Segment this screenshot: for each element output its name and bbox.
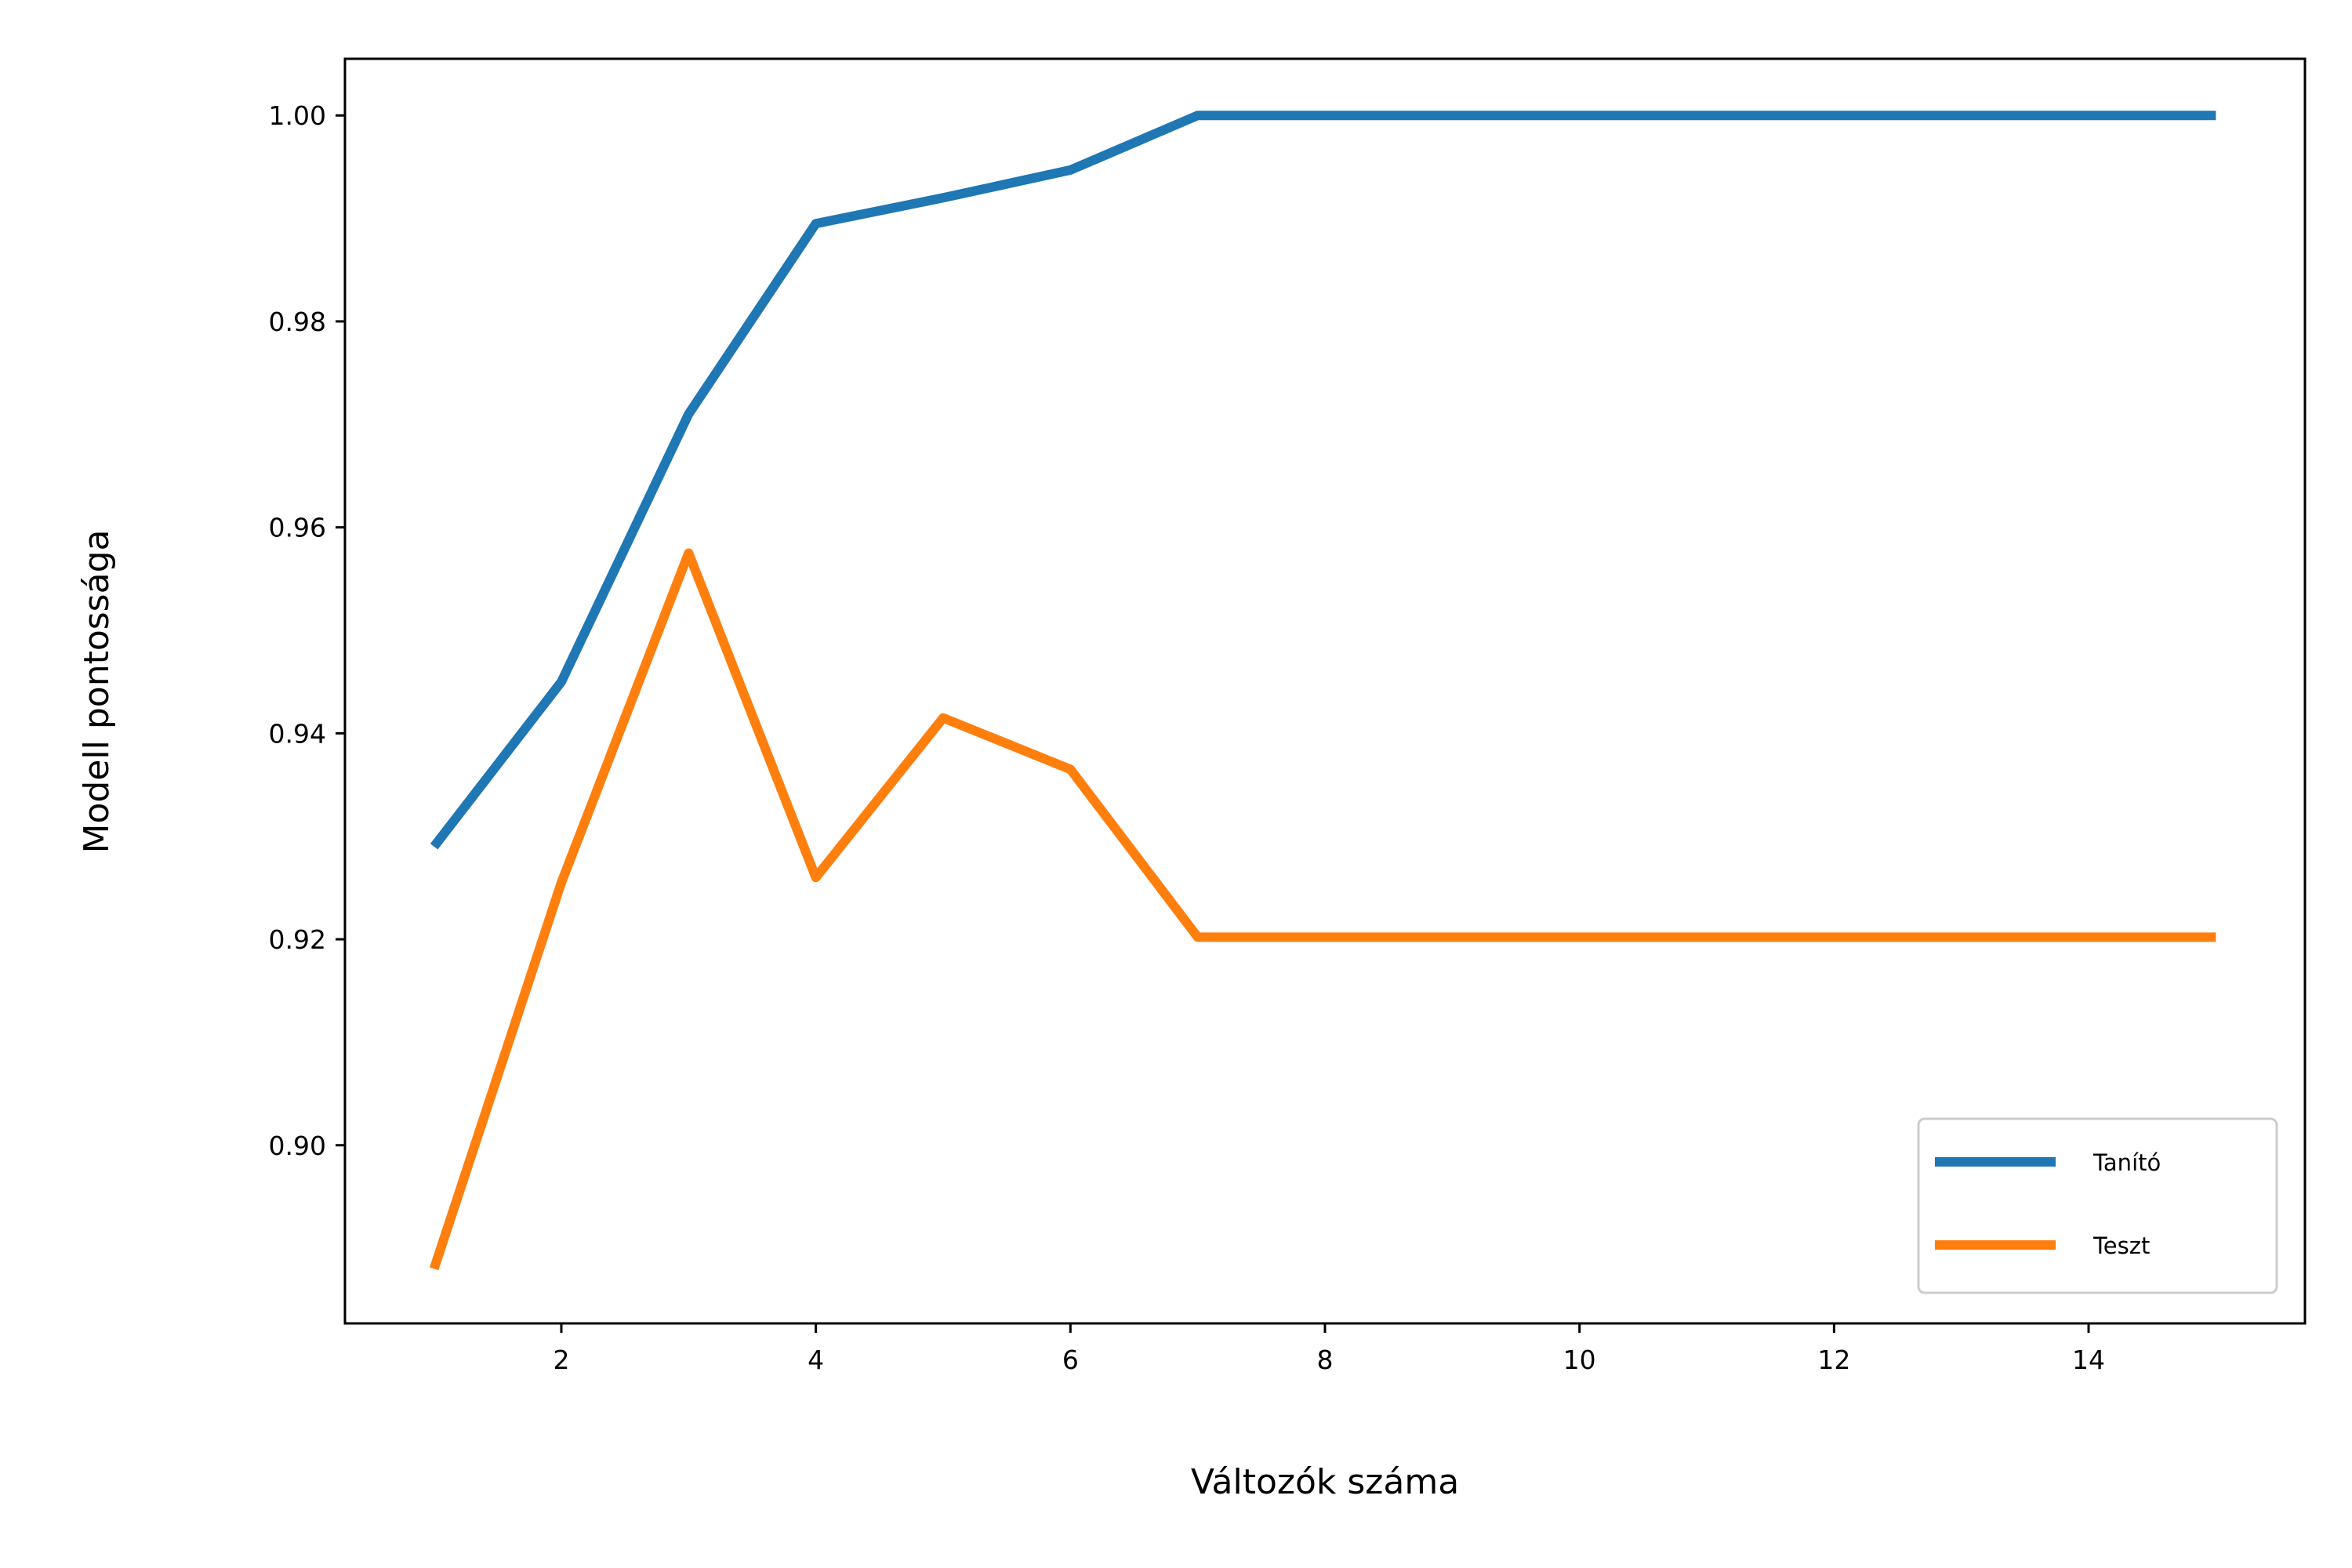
y-tick-label: 0.90: [269, 1131, 326, 1161]
x-tick-label: 12: [1817, 1345, 1850, 1375]
y-axis-ticks: 0.90 0.92 0.94 0.96 0.98 1.00: [269, 100, 345, 1161]
series-layer: [429, 111, 2216, 1271]
legend-box: [1917, 1117, 2278, 1294]
x-axis-title: Változók száma: [1191, 1462, 1459, 1502]
x-tick-label: 10: [1563, 1345, 1596, 1375]
y-tick-label: 1.00: [269, 100, 326, 131]
y-tick-label: 0.96: [269, 513, 326, 543]
x-tick-label: 6: [1062, 1345, 1079, 1375]
x-tick-label: 8: [1317, 1345, 1334, 1375]
y-tick-label: 0.92: [269, 924, 326, 955]
x-tick-label: 14: [2072, 1345, 2105, 1375]
series-line-0: [430, 111, 2216, 850]
series-line-1: [429, 548, 2216, 1271]
y-tick-label: 0.94: [269, 718, 326, 749]
x-tick-label: 4: [808, 1345, 824, 1375]
x-tick-label: 2: [553, 1345, 569, 1375]
legend-label-1: Teszt: [2092, 1232, 2150, 1259]
legend-label-0: Tanító: [2092, 1149, 2161, 1176]
legend: Tanító Teszt: [1917, 1117, 2278, 1294]
x-axis-ticks: 2 4 6 8 10 12 14: [553, 1323, 2105, 1375]
y-axis-title: Modell pontossága: [77, 530, 117, 854]
y-tick-label: 0.98: [269, 307, 326, 337]
